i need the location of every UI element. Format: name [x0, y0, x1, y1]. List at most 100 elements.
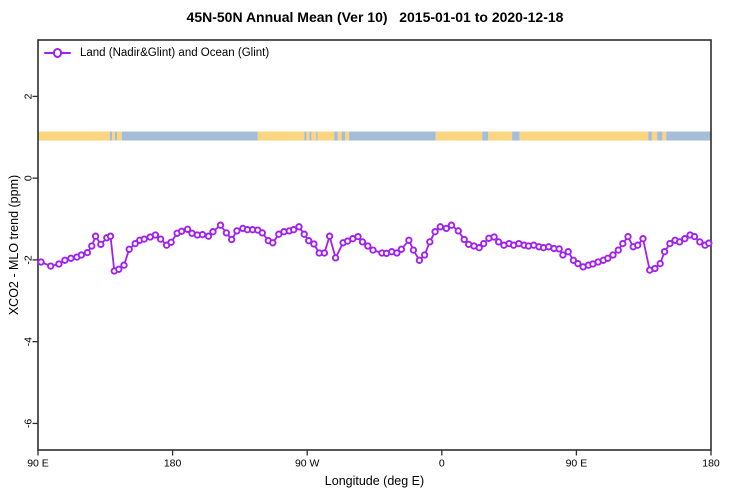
open-circle-marker-icon — [52, 48, 62, 58]
data-point-marker — [475, 244, 483, 252]
data-point-marker — [409, 246, 418, 254]
map-band-segment-ocean — [334, 131, 338, 141]
map-band-segment-ocean — [121, 131, 258, 141]
data-point-marker — [415, 256, 424, 264]
map-band-segment-land — [306, 131, 310, 141]
data-point-marker — [106, 232, 115, 240]
data-point-marker — [55, 260, 63, 268]
map-band-segment-ocean — [666, 131, 711, 141]
data-point-marker — [222, 229, 231, 237]
data-point-marker — [295, 223, 303, 231]
map-band-segment-ocean — [115, 131, 118, 141]
data-point-marker — [67, 254, 75, 262]
data-point-marker — [125, 245, 133, 253]
map-band-segment-ocean — [482, 131, 489, 141]
data-point-marker — [420, 251, 429, 259]
data-point-marker — [258, 229, 266, 237]
x-tick-label: 90 E — [27, 458, 49, 470]
data-point-marker — [559, 251, 567, 259]
y-axis-ticks: 2 0 -2 -4 -6 — [22, 93, 38, 428]
plot-box — [37, 39, 712, 451]
x-axis-ticks: 90 E 180 90 W 0 90 E 180 — [27, 450, 720, 470]
x-tick-label: 180 — [702, 458, 720, 470]
data-point-marker — [151, 231, 160, 239]
data-point-marker — [305, 237, 313, 245]
y-tick-label: 0 — [22, 175, 34, 181]
data-point-marker — [690, 232, 699, 241]
data-point-marker — [140, 235, 148, 243]
data-point-marker — [651, 264, 659, 273]
data-point-marker — [564, 248, 572, 256]
map-band-segment-ocean — [349, 131, 436, 141]
data-point-marker — [480, 239, 488, 248]
map-band-segment-land — [435, 131, 483, 141]
map-band-segment-land — [488, 131, 513, 141]
legend-series-label: Land (Nadir&Glint) and Ocean (Glint) — [80, 47, 270, 59]
y-tick-label: -4 — [22, 337, 34, 346]
y-tick-label: 2 — [22, 93, 34, 99]
data-point-marker — [198, 230, 207, 239]
data-point-marker — [300, 230, 308, 238]
data-point-marker — [442, 224, 450, 233]
data-point-marker — [609, 251, 617, 259]
chart-title: 45N-50N Annual Mean (Ver 10) 2015-01-01 … — [186, 9, 564, 25]
data-point-marker — [358, 238, 367, 246]
data-point-marker — [490, 233, 498, 241]
data-point-marker — [656, 259, 664, 268]
data-point-marker — [115, 265, 123, 273]
legend: Land (Nadir&Glint) and Ocean (Glint) — [44, 46, 269, 60]
data-point-marker — [177, 227, 186, 235]
map-band — [38, 131, 711, 141]
x-tick-label: 90 E — [566, 458, 588, 470]
data-point-marker — [364, 242, 372, 250]
x-tick-label: 0 — [439, 458, 445, 470]
data-point-marker — [619, 239, 627, 248]
data-point-marker — [460, 235, 468, 244]
data-point-marker — [269, 239, 277, 247]
data-point-marker — [696, 238, 704, 246]
map-band-segment-land — [117, 131, 122, 141]
data-point-marker — [405, 236, 413, 244]
x-axis-title: Longitude (deg E) — [324, 474, 425, 488]
data-point-marker — [604, 254, 612, 262]
data-point-marker — [325, 232, 334, 240]
data-point-marker — [705, 239, 713, 247]
map-band-segment-land — [651, 131, 658, 141]
map-band-segment-ocean — [657, 131, 663, 141]
data-point-marker — [156, 235, 165, 243]
data-point-marker — [369, 246, 377, 254]
data-point-marker — [120, 261, 128, 269]
map-band-segment-land — [257, 131, 305, 141]
map-band-segment-ocean — [648, 131, 652, 141]
data-point-marker — [77, 251, 86, 259]
data-point-marker — [681, 235, 689, 243]
data-point-marker — [555, 245, 563, 253]
data-point-marker — [639, 235, 647, 243]
data-point-marker — [494, 238, 503, 246]
data-point-marker — [320, 249, 329, 257]
map-band-segment-land — [337, 131, 342, 141]
data-point-marker — [675, 238, 684, 246]
x-tick-label: 180 — [164, 458, 182, 470]
data-point-marker — [666, 239, 674, 248]
data-point-marker — [209, 228, 217, 236]
data-point-marker — [454, 227, 462, 235]
map-band-segment-ocean — [316, 131, 318, 141]
map-band-segment-land — [662, 131, 667, 141]
data-point-marker — [426, 238, 434, 246]
data-series — [37, 221, 713, 275]
data-point-marker — [88, 242, 96, 250]
data-point-marker — [310, 240, 318, 248]
data-point-marker — [204, 232, 213, 240]
map-band-segment-land — [519, 131, 649, 141]
map-band-segment-land — [345, 131, 350, 141]
data-point-marker — [614, 246, 622, 254]
y-tick-label: -2 — [22, 255, 34, 264]
map-band-segment-ocean — [341, 131, 346, 141]
data-point-marker — [574, 259, 582, 268]
data-point-marker — [436, 223, 444, 231]
map-band-segment-ocean — [512, 131, 520, 141]
data-point-marker — [431, 228, 439, 236]
